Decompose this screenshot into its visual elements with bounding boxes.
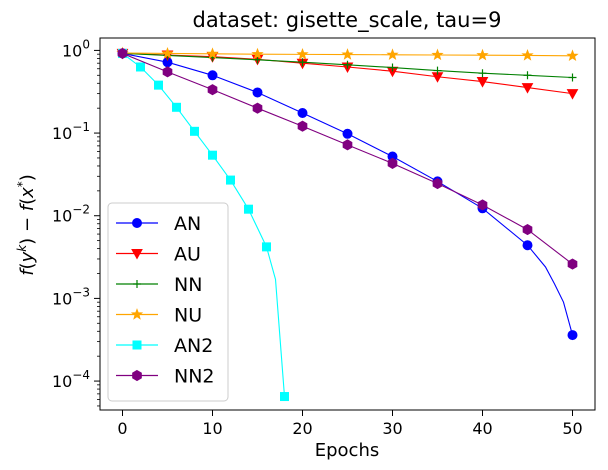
y-tick-label: 10−4 — [52, 368, 90, 391]
y-tick-label: 10−1 — [52, 120, 90, 143]
x-axis-label: Epochs — [315, 440, 380, 461]
hexagon-marker — [477, 199, 488, 211]
hexagon-marker — [207, 84, 218, 96]
legend-item-nn: NN — [116, 274, 202, 296]
hexagon-marker — [162, 66, 173, 78]
plot-frame — [99, 37, 596, 411]
circle-marker — [567, 330, 578, 341]
star-marker — [431, 48, 444, 61]
plus-marker — [133, 280, 141, 288]
legend-label: AN — [174, 213, 201, 235]
star-marker — [386, 48, 399, 60]
series-line — [122, 52, 574, 336]
legend-label: AN2 — [174, 335, 213, 357]
square-marker — [280, 392, 289, 402]
star-marker — [251, 47, 264, 60]
hexagon-marker — [567, 258, 578, 270]
star-marker — [161, 46, 174, 59]
triangle-marker — [476, 77, 489, 88]
hexagon-marker — [432, 177, 443, 190]
x-tick-label: 20 — [292, 419, 312, 438]
star-marker — [566, 49, 579, 62]
hexagon-marker — [117, 47, 128, 59]
legend-item-an: AN — [116, 213, 201, 235]
square-marker — [190, 126, 199, 136]
hexagon-marker — [132, 369, 142, 382]
square-marker — [262, 242, 271, 252]
plus-marker — [298, 58, 307, 67]
series-nn — [118, 49, 577, 82]
x-tick-label: 50 — [562, 419, 582, 438]
circle-marker — [207, 70, 218, 81]
legend-item-an2: AN2 — [116, 335, 213, 357]
plot-area: 0 10 20 30 40 50 100 10−1 10−2 10−3 10−4 — [52, 37, 596, 438]
plus-marker — [478, 69, 487, 78]
triangle-marker — [566, 89, 579, 100]
legend-label: NN — [174, 274, 202, 296]
legend: AN AU NN NU AN2 NN2 — [107, 202, 229, 402]
square-marker — [244, 204, 253, 214]
chart-title: dataset: gisette_scale, tau=9 — [193, 8, 502, 33]
plus-marker — [253, 55, 262, 64]
hexagon-marker — [342, 139, 353, 151]
y-tick-label: 10−2 — [52, 203, 90, 226]
y-tick-label: 10−3 — [52, 285, 90, 308]
plus-marker — [433, 66, 442, 75]
circle-marker — [132, 218, 142, 228]
plus-marker — [523, 71, 532, 80]
square-marker — [226, 175, 235, 185]
x-tick-label: 30 — [382, 419, 402, 438]
series-nn2 — [117, 47, 578, 270]
plus-marker — [343, 60, 352, 69]
x-tick-label: 40 — [472, 419, 492, 438]
hexagon-marker — [522, 224, 533, 236]
square-marker — [154, 80, 163, 90]
circle-marker — [342, 128, 353, 139]
plus-marker — [388, 63, 397, 72]
star-marker — [130, 308, 144, 320]
star-marker — [296, 47, 309, 60]
square-marker — [172, 102, 181, 112]
x-tick-label: 0 — [117, 419, 127, 438]
circle-marker — [297, 107, 308, 118]
plus-marker — [568, 73, 577, 82]
y-tick-label: 100 — [62, 37, 90, 60]
legend-label: NN2 — [174, 366, 215, 388]
square-marker — [208, 150, 217, 160]
star-marker — [476, 48, 489, 61]
circle-marker — [522, 240, 533, 251]
triangle-marker — [131, 249, 143, 260]
triangle-marker — [521, 83, 534, 94]
hexagon-marker — [387, 157, 398, 169]
star-marker — [521, 48, 534, 61]
x-tick-label: 10 — [202, 419, 222, 438]
y-axis-label: f(yk) − f(x*) — [15, 174, 38, 276]
circle-marker — [252, 87, 263, 98]
legend-item-au: AU — [116, 244, 201, 266]
hexagon-marker — [297, 120, 308, 132]
hexagon-marker — [252, 102, 263, 114]
legend-label: AU — [174, 244, 201, 266]
legend-item-nn2: NN2 — [116, 366, 215, 388]
star-marker — [206, 47, 219, 59]
square-marker — [132, 340, 142, 350]
square-marker — [136, 62, 145, 72]
legend-item-nu: NU — [116, 305, 202, 327]
star-marker — [341, 48, 354, 60]
legend-label: NU — [174, 305, 202, 327]
